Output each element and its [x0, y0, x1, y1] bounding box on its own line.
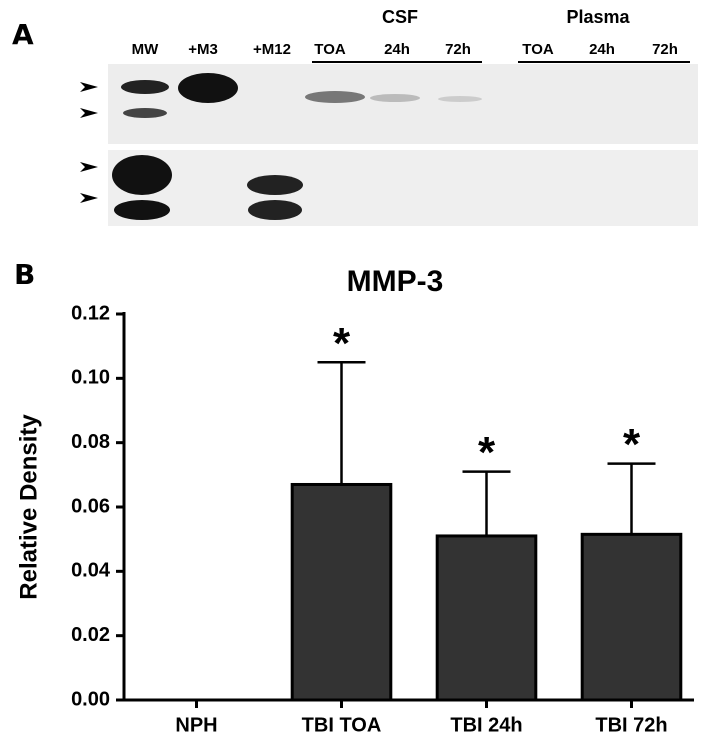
lane-label: +M3 — [188, 41, 218, 58]
x-tick-label: NPH — [175, 714, 217, 736]
lane-label: 72h — [445, 41, 471, 58]
x-tick-label: TBI 24h — [450, 714, 522, 736]
lane-label: +M12 — [253, 41, 291, 58]
arrowheads — [80, 82, 98, 203]
lane-label: MW — [132, 41, 159, 58]
y-tick-label: 0.06 — [71, 495, 110, 517]
x-tick-label: TBI TOA — [302, 714, 382, 736]
lane-label: 24h — [589, 41, 615, 58]
y-tick-label: 0.10 — [71, 367, 110, 389]
y-tick-label: 0.08 — [71, 431, 110, 453]
significance-mark: * — [478, 428, 496, 477]
chart-title: MMP-3 — [347, 265, 444, 298]
significance-mark: * — [333, 319, 351, 368]
y-tick-label: 0.12 — [71, 302, 110, 324]
panel-label: B — [14, 258, 35, 291]
y-axis-label: Relative Density — [15, 414, 42, 600]
lane-label: TOA — [314, 41, 346, 58]
y-tick-label: 0.00 — [71, 688, 110, 710]
y-tick-label: 0.02 — [71, 624, 110, 646]
significance-mark: * — [623, 420, 641, 469]
x-tick-label: TBI 72h — [595, 714, 667, 736]
bar — [580, 532, 683, 702]
bands — [112, 73, 482, 220]
y-tick-label: 0.04 — [71, 560, 111, 582]
lane-label: 72h — [652, 41, 678, 58]
panel-label: A — [12, 18, 34, 51]
lane-label: 24h — [384, 41, 410, 58]
group-label: Plasma — [566, 7, 630, 27]
bar — [290, 482, 393, 702]
blot — [108, 150, 698, 226]
bar — [435, 534, 538, 702]
lane-label: TOA — [522, 41, 554, 58]
group-label: CSF — [382, 7, 418, 27]
